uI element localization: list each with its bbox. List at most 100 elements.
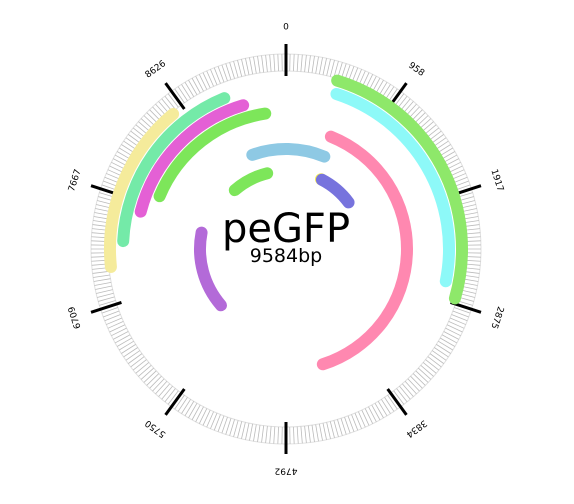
minor-tick xyxy=(445,327,461,337)
minor-tick xyxy=(451,314,468,322)
minor-tick xyxy=(311,56,315,73)
minor-tick xyxy=(257,425,261,442)
minor-tick xyxy=(164,95,176,110)
minor-tick xyxy=(322,58,327,75)
plasmid-name: peGFP xyxy=(222,206,350,252)
minor-tick xyxy=(425,359,440,371)
minor-tick xyxy=(202,409,211,426)
minor-tick xyxy=(143,370,157,383)
minor-tick xyxy=(265,55,268,73)
minor-tick xyxy=(181,399,191,414)
minor-tick xyxy=(249,423,254,441)
major-tick-label: 3834 xyxy=(404,417,429,439)
minor-tick xyxy=(418,367,432,380)
minor-tick xyxy=(229,62,235,79)
minor-tick xyxy=(374,402,384,419)
feature-arc-feature-purple[interactable] xyxy=(194,226,227,312)
minor-tick xyxy=(184,401,195,417)
minor-tick xyxy=(322,423,327,440)
minor-tick xyxy=(167,390,179,405)
minor-tick xyxy=(113,331,129,340)
minor-tick xyxy=(273,54,276,72)
minor-tick xyxy=(296,426,299,444)
minor-tick xyxy=(412,373,426,386)
minor-tick xyxy=(198,408,208,424)
plasmid-length: 9584bp xyxy=(250,245,322,267)
minor-tick xyxy=(449,317,466,325)
minor-tick xyxy=(436,344,451,354)
major-tick-label: 5750 xyxy=(143,417,168,439)
minor-tick xyxy=(261,55,265,73)
minor-tick xyxy=(273,426,276,444)
minor-tick xyxy=(114,334,131,344)
minor-tick xyxy=(202,72,211,89)
minor-tick xyxy=(381,399,391,414)
minor-tick xyxy=(98,296,115,302)
minor-tick xyxy=(315,56,319,74)
minor-tick xyxy=(195,76,204,92)
minor-tick xyxy=(431,350,447,361)
minor-tick xyxy=(210,412,218,429)
minor-tick xyxy=(404,381,417,395)
minor-tick xyxy=(92,270,110,274)
minor-tick xyxy=(315,424,319,442)
minor-tick xyxy=(304,55,307,73)
minor-tick xyxy=(210,69,218,86)
minor-tick xyxy=(402,383,414,397)
feature-arc-feature-magenta[interactable] xyxy=(134,99,250,218)
feature-arc-feature-teal[interactable] xyxy=(117,92,231,248)
feature-arc-feature-cyan[interactable] xyxy=(330,88,455,288)
minor-tick xyxy=(188,402,198,419)
minor-tick xyxy=(333,61,339,78)
minor-tick xyxy=(221,64,228,82)
minor-tick xyxy=(351,414,359,431)
minor-tick xyxy=(443,331,459,340)
major-tick-label: 4792 xyxy=(275,466,298,476)
minor-tick xyxy=(245,58,250,75)
minor-tick xyxy=(277,54,279,72)
feature-arc-feature-green-outer[interactable] xyxy=(331,74,468,305)
minor-tick xyxy=(217,66,225,83)
minor-tick xyxy=(377,401,388,417)
major-tick xyxy=(164,388,186,416)
minor-tick xyxy=(101,307,119,314)
feature-arc-feature-green-mid[interactable] xyxy=(153,107,272,203)
minor-tick xyxy=(429,353,444,364)
feature-arc-feature-yellow[interactable] xyxy=(104,107,180,273)
minor-tick xyxy=(253,56,257,74)
feature-arc-feature-pink[interactable] xyxy=(316,130,413,371)
minor-tick xyxy=(329,421,335,438)
minor-tick xyxy=(311,425,315,442)
minor-tick xyxy=(422,362,437,374)
feature-arc-feature-lightblue[interactable] xyxy=(246,143,331,163)
feature-arc-feature-blue-violet[interactable] xyxy=(315,173,355,209)
major-tick-label: 6709 xyxy=(67,305,84,330)
minor-tick xyxy=(181,84,191,99)
minor-tick xyxy=(103,310,120,318)
minor-tick xyxy=(399,385,411,400)
minor-tick xyxy=(174,88,185,104)
minor-tick xyxy=(452,310,469,318)
minor-tick xyxy=(371,404,381,421)
major-tick-label: 7667 xyxy=(67,168,84,193)
minor-tick xyxy=(158,383,170,397)
minor-tick xyxy=(453,307,471,314)
minor-tick xyxy=(420,365,434,377)
minor-tick xyxy=(249,57,254,75)
minor-tick xyxy=(326,422,331,439)
minor-tick xyxy=(217,415,225,432)
minor-tick xyxy=(198,74,208,90)
minor-tick xyxy=(318,57,323,75)
minor-tick xyxy=(407,378,420,392)
minor-tick xyxy=(307,425,311,443)
major-tick-label: 2875 xyxy=(488,305,505,330)
minor-tick xyxy=(188,79,198,96)
minor-tick xyxy=(384,397,395,412)
minor-tick xyxy=(439,337,456,347)
feature-arc-feature-green-inner[interactable] xyxy=(228,167,274,197)
minor-tick xyxy=(229,419,235,436)
minor-tick xyxy=(393,390,405,405)
minor-tick xyxy=(441,334,458,344)
minor-tick xyxy=(368,406,377,422)
minor-tick xyxy=(96,289,113,294)
